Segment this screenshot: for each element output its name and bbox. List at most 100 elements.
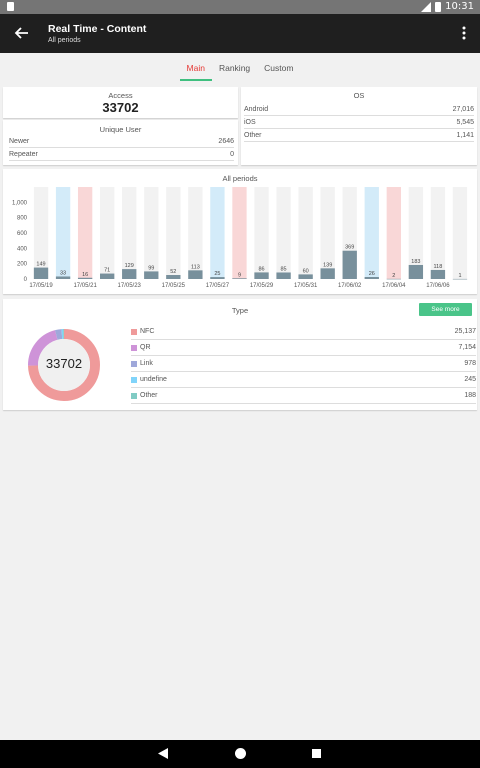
- bar-background: [55, 187, 71, 279]
- x-tick-label: 17/05/23: [118, 283, 142, 289]
- bar-background: [144, 187, 159, 279]
- bar[interactable]: [298, 274, 313, 279]
- x-tick-label: 17/05/27: [206, 283, 230, 289]
- bar[interactable]: [122, 269, 137, 279]
- bar[interactable]: [144, 271, 159, 279]
- type-value: 188: [464, 392, 476, 399]
- x-tick-label: 17/05/29: [250, 283, 274, 289]
- bar-value-label: 113: [191, 264, 200, 270]
- type-value: 245: [464, 376, 476, 383]
- bar[interactable]: [320, 268, 335, 279]
- bar-value-label: 139: [323, 262, 332, 268]
- sd-card-icon: [7, 2, 14, 11]
- donut-slice[interactable]: [28, 329, 100, 401]
- donut-center: [38, 339, 90, 391]
- y-tick-label: 200: [17, 262, 28, 268]
- bar-background: [430, 187, 446, 279]
- type-row: undefine 245: [131, 374, 476, 388]
- legend-swatch: [131, 377, 137, 383]
- row-value: 1,141: [456, 132, 474, 139]
- bar[interactable]: [254, 272, 269, 279]
- bar[interactable]: [364, 277, 379, 279]
- donut-total: 33702: [45, 356, 83, 371]
- x-tick-label: 17/05/31: [294, 283, 318, 289]
- os-card: OS Android 27,016 iOS 5,545 Other 1,141: [241, 87, 477, 165]
- bar-background: [77, 187, 93, 279]
- battery-icon: [435, 1, 442, 12]
- legend-swatch: [131, 361, 137, 367]
- back-arrow-icon[interactable]: [13, 25, 29, 41]
- type-label: undefine: [140, 376, 167, 383]
- bar-value-label: 60: [303, 268, 309, 274]
- bar-value-label: 85: [281, 266, 287, 272]
- x-tick-label: 17/06/04: [382, 283, 406, 289]
- bar-background: [100, 187, 115, 279]
- y-tick-label: 600: [17, 231, 28, 237]
- bar[interactable]: [430, 269, 446, 279]
- nav-home-icon[interactable]: [235, 748, 246, 759]
- bar[interactable]: [188, 270, 203, 279]
- x-tick-label: 17/05/25: [162, 283, 186, 289]
- x-tick-label: 17/05/19: [29, 283, 53, 289]
- unique-user-label: Unique User: [99, 125, 142, 134]
- tab-main[interactable]: Main: [179, 61, 213, 81]
- bar[interactable]: [77, 277, 93, 279]
- bar[interactable]: [408, 264, 424, 279]
- bar-value-label: 25: [214, 271, 220, 277]
- type-label: Type: [231, 306, 249, 315]
- bar[interactable]: [166, 275, 181, 279]
- y-tick-label: 800: [17, 216, 28, 222]
- nav-back-icon[interactable]: [158, 748, 169, 759]
- type-row: QR 7,154: [131, 342, 476, 356]
- type-row: NFC 25,137: [131, 326, 476, 340]
- page-subtitle: All periods: [48, 37, 81, 44]
- type-value: 25,137: [454, 328, 476, 335]
- bar[interactable]: [452, 278, 468, 280]
- bar[interactable]: [342, 250, 357, 279]
- bar[interactable]: [210, 277, 225, 279]
- bar-value-label: 99: [148, 265, 154, 271]
- access-card: Access 33702: [3, 87, 238, 118]
- bar-value-label: 26: [369, 271, 375, 277]
- bar[interactable]: [232, 278, 247, 279]
- row-value: 5,545: [456, 119, 474, 126]
- bar-background: [298, 187, 313, 279]
- bar[interactable]: [55, 276, 71, 279]
- y-tick-label: 1,000: [12, 200, 28, 206]
- bar-value-label: 369: [345, 245, 354, 251]
- type-label: Other: [140, 392, 158, 399]
- bar-background: [210, 187, 225, 279]
- bar-background: [122, 187, 137, 279]
- row-label: iOS: [244, 119, 256, 126]
- donut-slice[interactable]: [28, 329, 100, 401]
- bar[interactable]: [386, 278, 401, 280]
- x-tick-label: 17/06/02: [338, 283, 362, 289]
- x-tick-label: 17/05/21: [73, 283, 97, 289]
- nav-recents-icon[interactable]: [312, 749, 321, 758]
- bar[interactable]: [100, 273, 115, 279]
- app-bar: Real Time - Content All periods: [0, 14, 480, 53]
- status-time: 10:31: [445, 1, 474, 12]
- chart-title: All periods: [222, 174, 258, 183]
- type-value: 978: [464, 360, 476, 367]
- os-row-other: Other 1,141: [244, 132, 474, 142]
- tab-ranking[interactable]: Ranking: [218, 63, 251, 73]
- bar-background: [254, 187, 269, 279]
- bar-value-label: 71: [104, 268, 110, 274]
- bar-background: [166, 187, 181, 279]
- bar-value-label: 86: [258, 266, 264, 272]
- bar[interactable]: [33, 267, 49, 279]
- bar-value-label: 9: [238, 272, 241, 278]
- bar[interactable]: [276, 272, 291, 279]
- bar-background: [408, 187, 424, 279]
- type-label: NFC: [140, 328, 155, 335]
- tab-custom[interactable]: Custom: [264, 63, 294, 73]
- unique-user-row-repeater: Repeater 0: [9, 151, 234, 161]
- type-row: Link 978: [131, 358, 476, 372]
- legend-swatch: [131, 393, 137, 399]
- see-more-button[interactable]: See more: [419, 303, 472, 316]
- overflow-menu-icon[interactable]: [462, 26, 466, 40]
- bar-value-label: 52: [170, 269, 176, 275]
- page-title: Real Time - Content: [48, 23, 147, 35]
- unique-user-row-newer: Newer 2646: [9, 138, 234, 148]
